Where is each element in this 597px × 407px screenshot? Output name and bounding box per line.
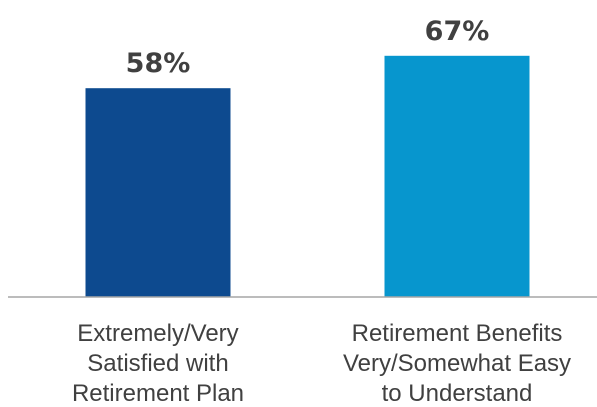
category-label-2-line-1: Retirement Benefits xyxy=(352,320,563,347)
bars-group xyxy=(85,55,530,297)
category-label-2-line-2: Very/Somewhat Easy xyxy=(343,350,571,377)
bar-2 xyxy=(384,55,530,297)
bar-1 xyxy=(85,88,231,297)
category-label-1-line-2: Satisfied with xyxy=(87,350,228,377)
category-label-2-line-3: to Understand xyxy=(382,380,533,407)
category-label-1-line-1: Extremely/Very xyxy=(77,320,238,347)
category-labels-group: Extremely/Very Satisfied with Retirement P… xyxy=(72,320,571,407)
category-label-1-line-3: Retirement Plan xyxy=(72,380,244,407)
data-label-2: 67% xyxy=(425,16,490,47)
data-label-1: 58% xyxy=(126,48,191,79)
value-labels-group: 58% 67% xyxy=(126,16,490,79)
